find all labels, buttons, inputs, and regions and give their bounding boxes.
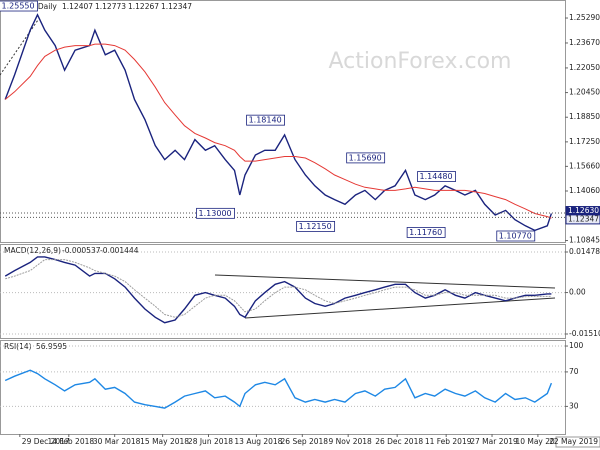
- y-tick-label: 1.18850: [569, 112, 600, 121]
- y-tick-label: 1.25290: [569, 13, 600, 22]
- level-box: [296, 221, 336, 232]
- level-label: 1.11760: [409, 228, 442, 237]
- level-label: 1.25550: [2, 2, 35, 11]
- x-tick-label: 14 Feb 2018: [47, 437, 94, 446]
- price-marker-label: 1.12347: [568, 214, 599, 223]
- x-tick-label: 29 Dec 2017: [22, 437, 70, 446]
- y-tick-label: 1.20450: [569, 88, 600, 97]
- ohlc-reading: 1.12347: [161, 2, 192, 11]
- y-tick-label: 1.17250: [569, 137, 600, 146]
- series-line: [5, 259, 552, 318]
- macd-panel: [0, 244, 566, 339]
- series-line: [4, 13, 553, 232]
- ohlc-reading: 1.12267: [128, 2, 159, 11]
- x-tick-label: 30 Mar 2018: [93, 437, 141, 446]
- price-panel: [0, 0, 566, 243]
- series-line: [4, 256, 552, 324]
- macd-reading: -0.000537: [62, 246, 101, 255]
- rsi-panel: [0, 340, 566, 435]
- macd-title: MACD(12,26,9): [4, 246, 61, 255]
- level-label: 1.10770: [499, 232, 532, 241]
- y-tick-label: 1.10845: [569, 236, 600, 245]
- level-box: [406, 227, 446, 238]
- cursor-date: 22 May 2019: [549, 437, 598, 446]
- y-tick-label: 0.00: [569, 288, 586, 297]
- trend-line: [0, 19, 39, 76]
- series-line: [4, 43, 552, 219]
- x-tick-label: 13 Aug 2018: [234, 437, 282, 446]
- y-tick-label: -0.015107: [569, 329, 600, 338]
- y-tick-label: 70: [569, 367, 579, 376]
- price-marker: [565, 214, 600, 225]
- level-label: 1.14480: [420, 172, 453, 181]
- x-tick-label: 26 Sep 2018: [281, 437, 329, 446]
- x-tick-label: 28 Jun 2018: [188, 437, 233, 446]
- y-tick-label: 1.22050: [569, 63, 600, 72]
- y-tick-label: 30: [569, 401, 579, 410]
- trend-line: [214, 274, 556, 289]
- x-tick-label: 10 May 2019: [515, 437, 564, 446]
- y-tick-label: 1.15660: [569, 161, 600, 170]
- level-label: 1.13000: [199, 209, 232, 218]
- price-marker-label: 1.12630: [568, 206, 599, 215]
- x-tick-label: 27 Mar 2019: [470, 437, 518, 446]
- y-tick-label: 1.14060: [569, 186, 600, 195]
- level-box: [496, 230, 536, 242]
- watermark: ActionForex.com: [329, 49, 512, 74]
- x-tick-label: 11 Feb 2019: [425, 437, 472, 446]
- level-label: 1.15690: [349, 153, 382, 162]
- level-box: [196, 207, 235, 219]
- x-tick-label: 9 Nov 2018: [329, 437, 372, 446]
- level-label: 1.12150: [299, 222, 332, 231]
- x-tick-label: 26 Dec 2018: [375, 437, 423, 446]
- y-tick-label: 0.014786: [569, 247, 600, 256]
- level-box: [246, 114, 285, 126]
- series-line: [4, 369, 553, 409]
- level-box: [0, 0, 38, 12]
- cursor-date-box: [555, 436, 600, 448]
- trend-line: [244, 297, 556, 319]
- y-tick-label: 100: [569, 341, 584, 350]
- level-box: [346, 152, 386, 164]
- ohlc-reading: 1.12773: [95, 2, 126, 11]
- macd-reading: -0.001444: [100, 246, 139, 255]
- x-tick-label: 15 May 2018: [140, 437, 189, 446]
- level-label: 1.18140: [249, 116, 282, 125]
- y-tick-label: 1.23670: [569, 38, 600, 47]
- rsi-title: RSI(14): [4, 342, 32, 351]
- level-box: [417, 171, 456, 182]
- ohlc-reading: 1.12407: [62, 2, 93, 11]
